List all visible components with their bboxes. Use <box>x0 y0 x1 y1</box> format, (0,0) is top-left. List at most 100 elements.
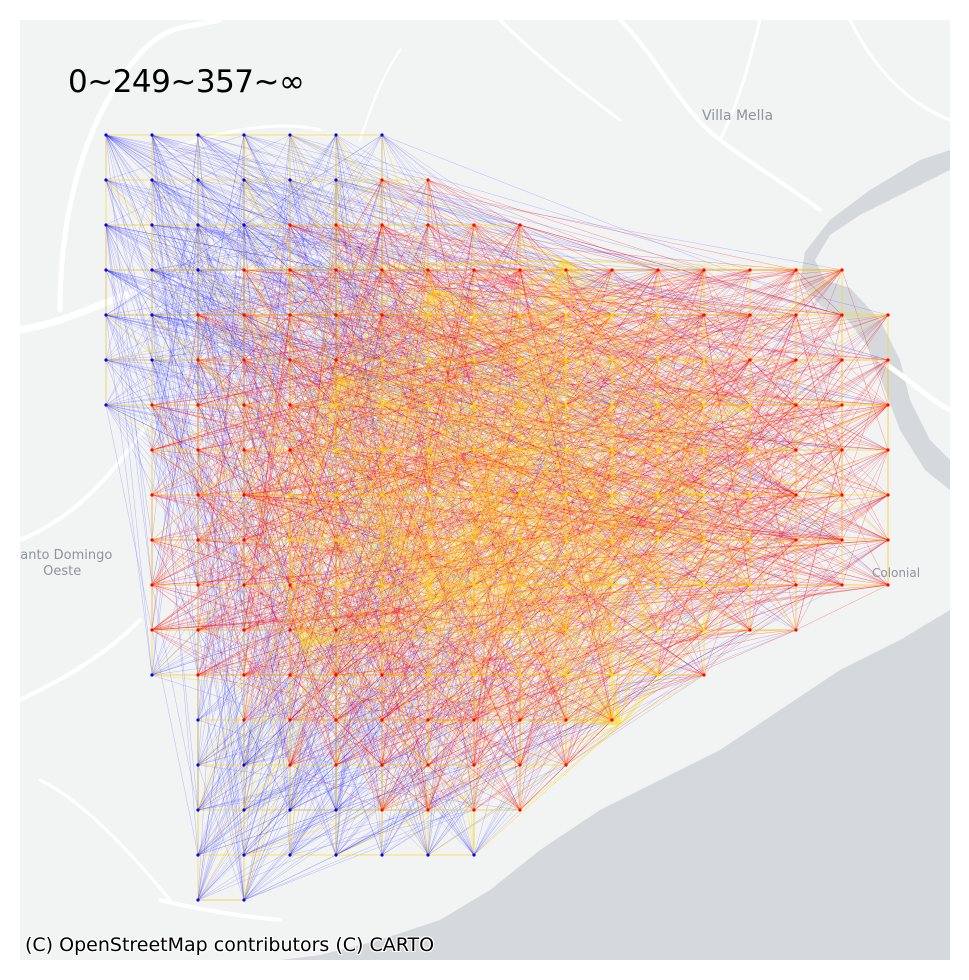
flow-node <box>794 493 798 497</box>
flow-node <box>242 673 246 677</box>
flow-node <box>242 403 246 407</box>
flow-node <box>610 583 614 587</box>
flow-node <box>564 493 568 497</box>
place-label-santo-domingo-oeste: Santo Domingo Oeste <box>20 548 112 580</box>
flow-node <box>196 268 200 272</box>
flow-node <box>702 403 706 407</box>
flow-node <box>380 718 384 722</box>
flow-node <box>288 538 292 542</box>
flow-node <box>334 178 338 182</box>
flow-node <box>610 268 614 272</box>
flow-node <box>196 493 200 497</box>
flow-node <box>472 763 476 767</box>
flow-node <box>288 718 292 722</box>
flow-node <box>150 493 154 497</box>
road <box>20 618 142 702</box>
flow-node <box>794 583 798 587</box>
flow-node <box>748 313 752 317</box>
flow-node <box>518 448 522 452</box>
flow-node <box>288 628 292 632</box>
flow-node <box>656 358 660 362</box>
flow-node <box>702 448 706 452</box>
flow-node <box>196 448 200 452</box>
flow-node <box>656 448 660 452</box>
flow-node <box>380 403 384 407</box>
flow-node <box>288 763 292 767</box>
flow-node <box>380 178 384 182</box>
flow-node <box>334 763 338 767</box>
map-attribution[interactable]: (C) OpenStreetMap contributors (C) CARTO <box>25 934 435 956</box>
flow-node <box>150 673 154 677</box>
flow-node <box>334 493 338 497</box>
flow-node <box>334 448 338 452</box>
flow-node <box>610 493 614 497</box>
flow-node <box>242 538 246 542</box>
flow-node <box>334 853 338 857</box>
flow-node <box>150 628 154 632</box>
flow-node <box>702 628 706 632</box>
flow-node <box>702 673 706 677</box>
road <box>168 124 322 152</box>
road <box>848 20 950 122</box>
flow-node <box>150 448 154 452</box>
flow-node <box>610 718 614 722</box>
flow-node <box>104 313 108 317</box>
flow-node <box>334 583 338 587</box>
flow-node <box>610 673 614 677</box>
flow-node <box>472 673 476 677</box>
flow-node <box>794 538 798 542</box>
flow-node <box>196 898 200 902</box>
map-canvas[interactable]: Villa Mella Santo Domingo Oeste Colonial… <box>20 20 950 960</box>
flow-node <box>426 358 430 362</box>
flow-node <box>472 628 476 632</box>
flow-node <box>794 628 798 632</box>
flow-node <box>288 583 292 587</box>
flow-node <box>564 268 568 272</box>
flow-node <box>288 493 292 497</box>
flow-node <box>426 673 430 677</box>
flow-node <box>242 628 246 632</box>
flow-node <box>242 808 246 812</box>
flow-node <box>840 448 844 452</box>
flow-node <box>334 628 338 632</box>
flow-node <box>426 718 430 722</box>
flow-node <box>196 223 200 227</box>
flow-node <box>472 583 476 587</box>
flow-node <box>748 268 752 272</box>
flow-node <box>242 853 246 857</box>
flow-node <box>150 268 154 272</box>
flow-node <box>426 538 430 542</box>
flow-node <box>288 673 292 677</box>
road <box>359 49 401 141</box>
flow-node <box>564 403 568 407</box>
road <box>38 778 172 902</box>
flow-node <box>794 268 798 272</box>
flow-node <box>426 223 430 227</box>
flow-node <box>196 763 200 767</box>
flow-node <box>518 628 522 632</box>
flow-node <box>472 493 476 497</box>
flow-node <box>886 448 890 452</box>
flow-node <box>564 583 568 587</box>
flow-node <box>518 538 522 542</box>
flow-node <box>564 628 568 632</box>
flow-node <box>426 448 430 452</box>
flow-node <box>656 313 660 317</box>
flow-node <box>334 133 338 137</box>
legend-title: 0~249~357~∞ <box>68 64 305 100</box>
flow-node <box>334 223 338 227</box>
road <box>20 226 384 334</box>
flow-node <box>196 853 200 857</box>
flow-node <box>748 628 752 632</box>
flow-node <box>242 133 246 137</box>
flow-node <box>196 403 200 407</box>
place-label-line: Oeste <box>43 564 82 579</box>
flow-node <box>242 358 246 362</box>
flow-node <box>748 448 752 452</box>
flow-node <box>426 268 430 272</box>
flow-node <box>564 448 568 452</box>
road <box>498 20 622 122</box>
flow-node <box>702 268 706 272</box>
flow-node <box>656 403 660 407</box>
flow-node <box>242 448 246 452</box>
